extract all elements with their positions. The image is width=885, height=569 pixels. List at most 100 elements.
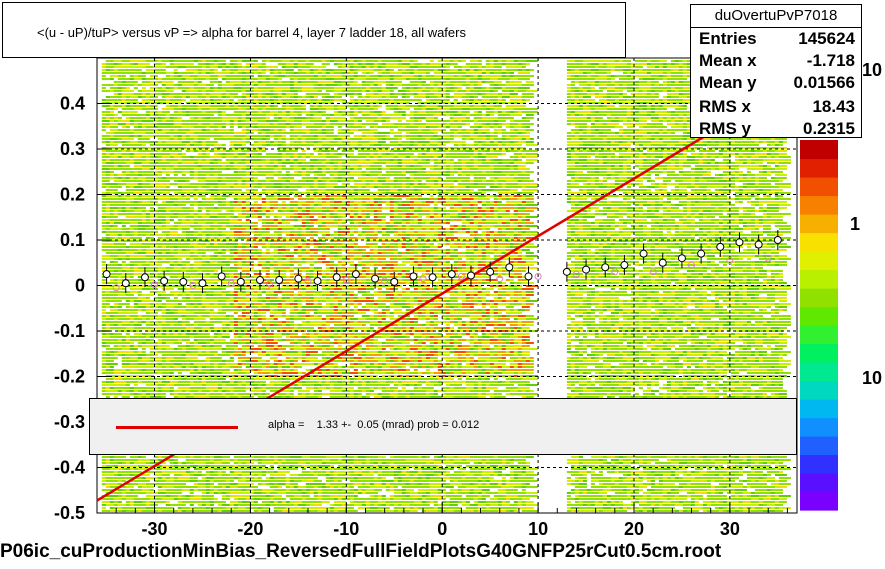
heat-cell (202, 156, 210, 158)
heat-cell (450, 96, 454, 98)
heat-cell (122, 69, 126, 71)
heat-cell (114, 114, 118, 116)
heat-cell (254, 177, 258, 179)
heat-cell (510, 219, 514, 221)
heat-cell (422, 162, 426, 164)
heat-cell (390, 129, 394, 131)
heat-cell (130, 141, 134, 143)
heat-cell (242, 195, 250, 197)
heat-cell (166, 126, 174, 128)
heat-cell (514, 222, 518, 224)
heat-cell (218, 159, 222, 161)
heat-cell (182, 99, 186, 101)
heat-cell (518, 159, 522, 161)
heat-cell (526, 201, 534, 203)
heat-cell (286, 228, 290, 230)
heat-cell (438, 192, 442, 194)
heat-cell (182, 93, 186, 95)
heat-cell (382, 96, 386, 98)
heat-cell (298, 213, 302, 215)
heat-cell (338, 207, 342, 209)
heat-cell (318, 222, 322, 224)
heat-cell (406, 213, 414, 215)
heat-cell (378, 144, 382, 146)
heat-cell (482, 129, 486, 131)
heat-cell (446, 99, 450, 101)
heat-cell (230, 60, 238, 62)
heat-cell (330, 141, 338, 143)
heat-cell (398, 63, 402, 65)
heat-cell (138, 204, 142, 206)
heat-cell (470, 81, 474, 83)
heat-cell (106, 222, 110, 224)
heat-cell (122, 210, 126, 212)
heat-cell (374, 216, 378, 218)
heat-cell (122, 165, 130, 167)
heat-cell (362, 63, 366, 65)
heat-cell (470, 165, 474, 167)
heat-cell (318, 174, 326, 176)
heat-cell (438, 189, 442, 191)
heat-cell (422, 153, 426, 155)
heat-cell (158, 168, 162, 170)
heat-cell (222, 111, 226, 113)
heat-cell (242, 150, 246, 152)
heat-cell (518, 153, 522, 155)
heat-cell (490, 132, 494, 134)
heat-cell (278, 132, 282, 134)
heat-cell (170, 153, 174, 155)
heat-cell (482, 216, 486, 218)
heat-cell (486, 60, 490, 62)
heat-cell (430, 156, 434, 158)
heat-cell (286, 183, 290, 185)
heat-cell (262, 90, 270, 92)
heat-cell (370, 177, 374, 179)
heat-cell (162, 141, 166, 143)
heat-cell (218, 201, 222, 203)
heat-cell (450, 195, 454, 197)
heat-cell (210, 90, 214, 92)
heat-cell (290, 135, 294, 137)
heat-cell (242, 141, 246, 143)
heat-cell (494, 129, 498, 131)
heat-cell (370, 99, 374, 101)
heat-cell (494, 72, 498, 74)
heat-cell (270, 90, 274, 92)
heat-cell (318, 168, 322, 170)
heat-cell (142, 144, 146, 146)
heat-cell (326, 168, 330, 170)
heat-cell (342, 168, 350, 170)
heat-cell (134, 159, 138, 161)
heat-cell (498, 99, 502, 101)
heat-cell (262, 63, 266, 65)
heat-cell (310, 198, 314, 200)
heat-cell (382, 159, 386, 161)
heat-cell (142, 156, 146, 158)
heat-cell (446, 141, 450, 143)
heat-cell (270, 84, 278, 86)
heat-cell (198, 90, 202, 92)
heat-cell (190, 207, 194, 209)
heat-cell (410, 99, 422, 101)
heat-cell (522, 162, 526, 164)
heat-cell (230, 129, 234, 131)
heat-cell (278, 78, 282, 80)
heat-cell (146, 183, 150, 185)
heat-cell (474, 138, 482, 140)
heat-cell (286, 195, 290, 197)
heat-cell (506, 132, 510, 134)
heat-cell (310, 96, 314, 98)
heat-cell (486, 165, 490, 167)
heat-cell (166, 207, 174, 209)
heat-cell (114, 210, 118, 212)
heat-cell (350, 66, 354, 68)
heat-cell (498, 75, 502, 77)
heat-cell (114, 66, 118, 68)
heat-cell (338, 228, 342, 230)
heat-cell (358, 195, 362, 197)
heat-cell (322, 171, 326, 173)
heat-cell (274, 162, 278, 164)
heat-cell (398, 90, 406, 92)
heat-cell (206, 153, 210, 155)
heat-cell (394, 228, 398, 230)
